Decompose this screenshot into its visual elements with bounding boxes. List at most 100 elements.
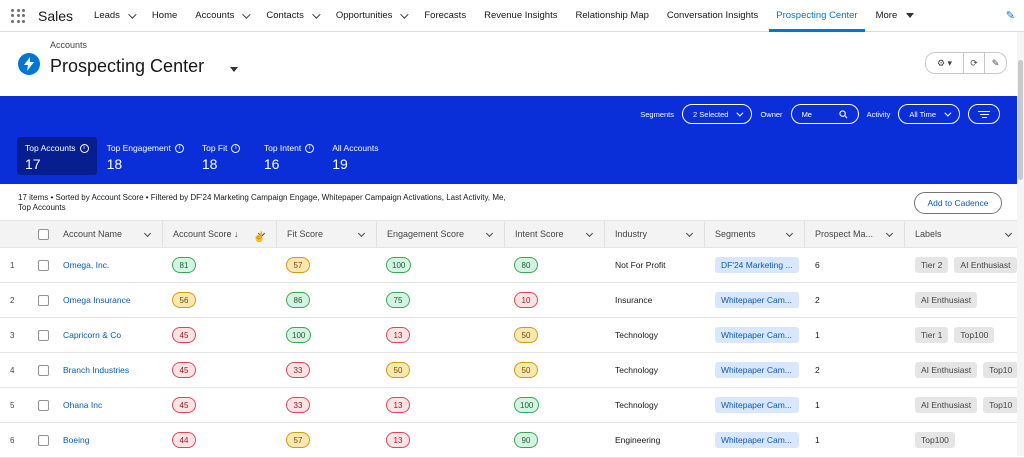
column-header[interactable]: Industry <box>605 221 705 247</box>
settings-gear-dropdown-button[interactable]: ⚙ ▾ <box>926 53 964 73</box>
app-launcher-icon[interactable] <box>11 8 25 23</box>
chevron-down-icon[interactable] <box>685 229 694 238</box>
add-to-cadence-button[interactable]: Add to Cadence <box>914 192 1002 214</box>
account-name-link[interactable]: Capricorn & Co <box>63 330 122 340</box>
title-dropdown-caret-icon[interactable] <box>230 67 238 72</box>
column-header-label: Industry <box>615 229 648 239</box>
row-checkbox[interactable] <box>38 294 49 306</box>
column-header[interactable]: Labels <box>905 221 1024 247</box>
info-icon[interactable]: i <box>174 143 184 153</box>
filter-list-button[interactable] <box>968 104 1000 124</box>
nav-item-revenue-insights[interactable]: Revenue Insights <box>475 0 566 32</box>
column-header[interactable]: Intent Score <box>505 221 605 247</box>
column-header[interactable]: Fit Score <box>277 221 377 247</box>
row-number-cell: 3 <box>0 318 28 352</box>
tab-top-engagement[interactable]: Top Engagement i 18 <box>99 137 192 175</box>
column-header[interactable]: Account Name <box>53 221 163 247</box>
account-name-link[interactable]: Omega, Inc. <box>63 260 110 270</box>
segment-tag[interactable]: Whitepaper Cam... <box>715 432 799 448</box>
engagement-score-badge: 13 <box>386 327 410 343</box>
nav-item-leads[interactable]: Leads <box>85 0 143 32</box>
segment-tag[interactable]: Whitepaper Cam... <box>715 362 799 378</box>
scrollbar-thumb[interactable] <box>1018 60 1023 180</box>
breadcrumb[interactable]: Accounts <box>50 40 88 50</box>
chevron-down-icon[interactable] <box>885 229 894 238</box>
chevron-down-icon[interactable] <box>585 229 594 238</box>
column-header[interactable]: Segments <box>705 221 805 247</box>
info-icon[interactable]: i <box>79 143 89 153</box>
column-header[interactable]: Prospect Ma... <box>805 221 905 247</box>
chevron-down-icon[interactable] <box>400 9 410 19</box>
tab-all-accounts[interactable]: All Accounts 19 <box>324 137 386 175</box>
nav-item-forecasts[interactable]: Forecasts <box>415 0 475 32</box>
nav-item-prospecting-center[interactable]: Prospecting Center <box>767 0 866 32</box>
engagement-score-badge: 100 <box>386 257 412 273</box>
chevron-down-icon[interactable] <box>242 9 252 19</box>
segment-tag[interactable]: Whitepaper Cam... <box>715 292 799 308</box>
column-header[interactable]: Account Score ↓ <box>163 221 277 247</box>
refresh-button[interactable]: ⟳ <box>964 53 985 73</box>
owner-search-input[interactable]: Me <box>790 104 859 124</box>
nav-item-home[interactable]: Home <box>143 0 186 32</box>
account-name-link[interactable]: Boeing <box>63 435 90 445</box>
row-select-cell[interactable] <box>28 248 53 282</box>
chevron-down-icon[interactable] <box>785 229 794 238</box>
chevron-down-icon[interactable] <box>485 229 494 238</box>
scrollbar-track[interactable] <box>1017 32 1024 456</box>
row-select-cell[interactable] <box>28 353 53 387</box>
row-checkbox[interactable] <box>38 434 49 446</box>
tab-top-intent[interactable]: Top Intent i 16 <box>256 137 322 175</box>
segment-tag[interactable]: Whitepaper Cam... <box>715 327 799 343</box>
row-checkbox[interactable] <box>38 329 49 341</box>
column-header[interactable]: Engagement Score <box>377 221 505 247</box>
select-all-checkbox[interactable] <box>38 228 49 240</box>
page-header: Accounts Prospecting Center ⚙ ▾ ⟳ ✎ <box>0 32 1024 96</box>
edit-button[interactable]: ✎ <box>985 53 1006 73</box>
info-icon[interactable]: i <box>231 143 241 153</box>
industry-cell: Technology <box>605 318 705 352</box>
row-select-cell[interactable] <box>28 423 53 457</box>
segments-cell: Whitepaper Cam... <box>705 423 805 457</box>
row-select-cell[interactable] <box>28 283 53 317</box>
nav-more-menu[interactable]: More <box>867 0 924 32</box>
nav-item-conversation-insights[interactable]: Conversation Insights <box>658 0 767 32</box>
chevron-down-icon[interactable] <box>143 229 152 238</box>
activity-dropdown[interactable]: All Time <box>898 104 960 124</box>
table-header: Account Name Account Score ↓ Fit Score Enga… <box>0 220 1024 248</box>
row-select-cell[interactable] <box>28 318 53 352</box>
edit-nav-pencil-icon[interactable]: ✎ <box>1005 10 1015 22</box>
segment-tag[interactable]: Whitepaper Cam... <box>715 397 799 413</box>
chevron-down-icon[interactable] <box>1004 229 1013 238</box>
account-score-badge: 45 <box>172 362 196 378</box>
chevron-down-icon[interactable] <box>357 229 366 238</box>
metric-tabs: Top Accounts i 17 Top Engagement i 18 Top Fit i… <box>17 137 387 175</box>
chevron-down-icon[interactable] <box>128 9 137 19</box>
intent-score-cell: 100 <box>505 388 605 422</box>
intent-score-cell: 50 <box>505 318 605 352</box>
header-select-all[interactable] <box>28 221 53 247</box>
nav-more-label: More <box>875 10 898 21</box>
engagement-score-cell: 13 <box>377 318 505 352</box>
industry-value: Insurance <box>615 295 653 305</box>
row-checkbox[interactable] <box>38 399 49 411</box>
account-name-link[interactable]: Ohana Inc <box>63 400 103 410</box>
nav-item-opportunities[interactable]: Opportunities <box>327 0 416 32</box>
nav-item-accounts[interactable]: Accounts <box>186 0 257 32</box>
segments-dropdown[interactable]: 2 Selected <box>682 104 753 124</box>
account-name-link[interactable]: Omega Insurance <box>63 295 131 305</box>
row-checkbox[interactable] <box>38 364 49 376</box>
row-select-cell[interactable] <box>28 388 53 422</box>
row-checkbox[interactable] <box>38 259 49 271</box>
header-button-group: ⚙ ▾ ⟳ ✎ <box>925 52 1007 74</box>
info-icon[interactable]: i <box>305 143 315 153</box>
nav-item-contacts[interactable]: Contacts <box>257 0 327 32</box>
prospect-value: 2 <box>815 295 820 305</box>
account-name-link[interactable]: Branch Industries <box>63 365 130 375</box>
tab-top-fit[interactable]: Top Fit i 18 <box>194 137 254 175</box>
tab-top-accounts[interactable]: Top Accounts i 17 <box>17 137 97 175</box>
segment-tag[interactable]: DF'24 Marketing ... <box>715 257 799 273</box>
fit-score-badge: 100 <box>286 327 312 343</box>
chevron-down-icon[interactable] <box>312 9 321 19</box>
nav-item-relationship-map[interactable]: Relationship Map <box>567 0 658 32</box>
column-header-label: Engagement Score <box>387 229 465 239</box>
